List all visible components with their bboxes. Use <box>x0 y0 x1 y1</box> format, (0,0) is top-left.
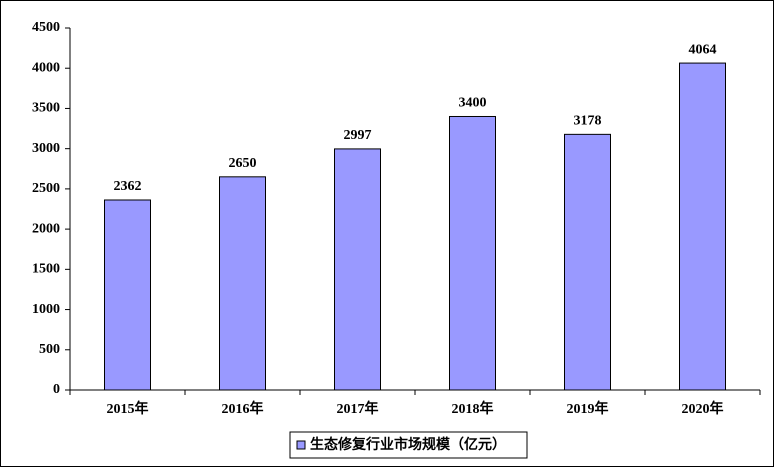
data-label: 3400 <box>459 96 487 111</box>
bar <box>564 133 611 391</box>
legend-swatch <box>296 440 306 450</box>
legend-box <box>289 431 528 459</box>
data-label: 2997 <box>344 128 372 143</box>
x-tick-label: 2017年 <box>337 400 379 417</box>
x-tick-label: 2019年 <box>567 400 609 417</box>
y-tick-label: 3000 <box>32 141 60 156</box>
x-tick-label: 2015年 <box>107 400 149 417</box>
bar <box>219 176 266 391</box>
y-tick-label: 1000 <box>32 302 60 317</box>
data-label: 3178 <box>574 114 602 129</box>
data-label: 2650 <box>229 156 257 171</box>
y-tick-label: 3500 <box>32 101 60 116</box>
y-tick-label: 2500 <box>32 181 60 196</box>
data-label: 2362 <box>114 179 142 194</box>
y-tick-label: 4500 <box>32 20 60 35</box>
x-tick-label: 2020年 <box>682 400 724 417</box>
y-tick-label: 1500 <box>32 262 60 277</box>
bar <box>334 148 381 391</box>
data-label: 4064 <box>689 42 717 57</box>
y-tick-label: 4000 <box>32 60 60 75</box>
x-tick-label: 2018年 <box>452 400 494 417</box>
bar <box>679 62 726 391</box>
bar <box>104 199 151 391</box>
y-tick-label: 2000 <box>32 221 60 236</box>
x-tick-label: 2016年 <box>222 400 264 417</box>
y-tick-label: 500 <box>39 342 60 357</box>
legend-label: 生态修复行业市场规模（亿元） <box>310 436 506 453</box>
bar <box>449 115 496 391</box>
y-tick-label: 0 <box>53 382 60 397</box>
